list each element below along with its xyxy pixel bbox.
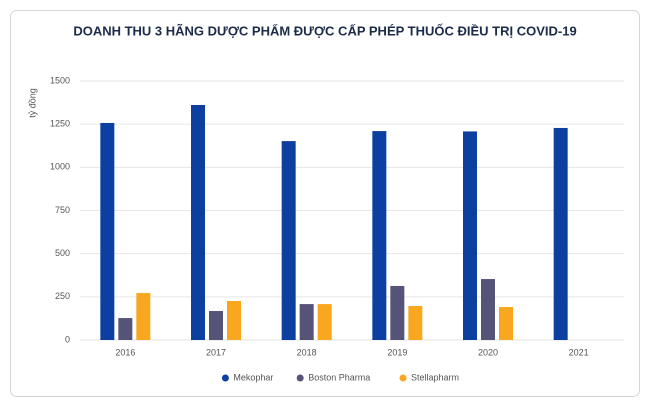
y-tick-label: 750 bbox=[55, 205, 70, 215]
y-tick-label: 1000 bbox=[50, 162, 70, 172]
x-tick-label: 2021 bbox=[569, 347, 589, 357]
bar bbox=[209, 310, 223, 340]
bar bbox=[227, 300, 241, 340]
y-tick-label: 0 bbox=[65, 334, 70, 344]
chart-title: DOANH THU 3 HÃNG DƯỢC PHẨM ĐƯỢC CẤP PHÉP… bbox=[73, 23, 576, 38]
bar bbox=[317, 304, 332, 340]
bar bbox=[281, 141, 296, 340]
x-tick-label: 2016 bbox=[115, 347, 135, 357]
y-tick-label: 1250 bbox=[50, 119, 70, 129]
bar bbox=[499, 307, 513, 340]
bar bbox=[553, 127, 568, 340]
legend-label: Stellapharm bbox=[411, 372, 459, 382]
x-tick-label: 2017 bbox=[206, 347, 226, 357]
bar bbox=[408, 305, 423, 340]
bar bbox=[463, 131, 477, 340]
x-tick-label: 2020 bbox=[478, 347, 498, 357]
legend-marker bbox=[399, 374, 407, 382]
y-tick-label: 500 bbox=[55, 248, 70, 258]
legend-marker bbox=[296, 374, 304, 382]
bar bbox=[481, 279, 495, 340]
x-tick-label: 2019 bbox=[387, 347, 407, 357]
legend-label: Mekophar bbox=[233, 372, 273, 382]
bar bbox=[390, 285, 405, 340]
legend-label: Boston Pharma bbox=[308, 372, 370, 382]
bar bbox=[100, 122, 115, 340]
y-tick-label: 250 bbox=[55, 291, 70, 301]
bar bbox=[118, 318, 133, 340]
bar bbox=[299, 304, 314, 340]
bar bbox=[372, 131, 387, 340]
y-tick-label: 1500 bbox=[50, 75, 70, 85]
x-tick-label: 2018 bbox=[297, 347, 317, 357]
legend-marker bbox=[221, 374, 229, 382]
bar bbox=[191, 105, 205, 340]
bar bbox=[136, 293, 151, 340]
y-axis-label: tỷ đồng bbox=[27, 88, 37, 118]
